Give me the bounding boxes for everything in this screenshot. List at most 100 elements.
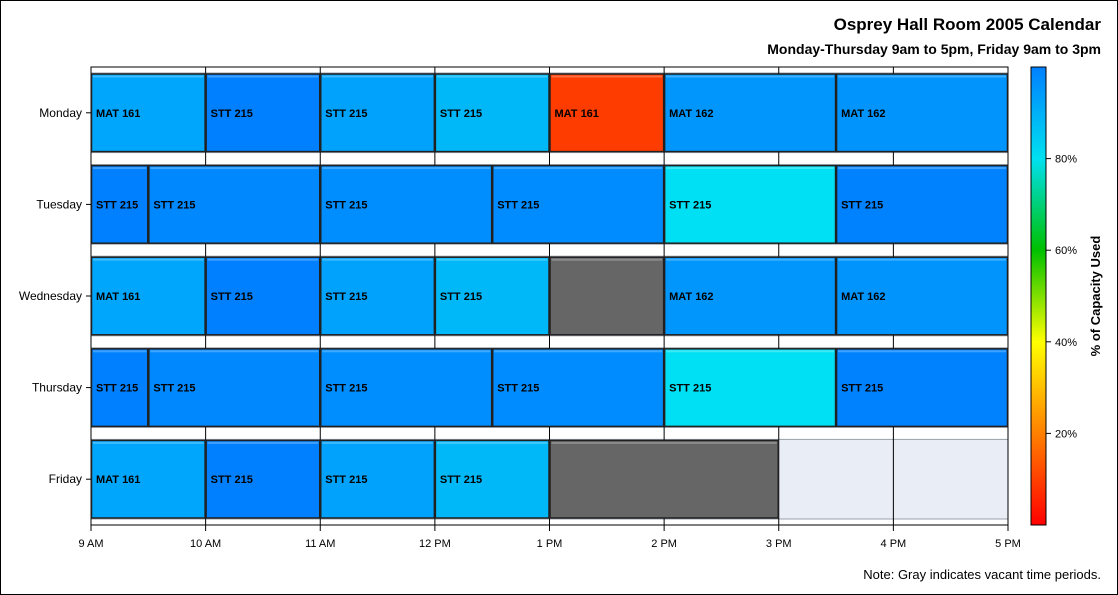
block-highlight xyxy=(322,441,433,444)
block-course-label: STT 215 xyxy=(841,199,883,211)
block-course-label: STT 215 xyxy=(497,199,539,211)
chart-subtitle: Monday-Thursday 9am to 5pm, Friday 9am t… xyxy=(767,41,1101,57)
block-highlight xyxy=(436,75,548,78)
block-course-label: STT 215 xyxy=(440,291,482,303)
block-course-label: MAT 161 xyxy=(96,474,140,486)
block-highlight xyxy=(150,350,319,353)
block-course-label: STT 215 xyxy=(669,383,711,395)
block-highlight xyxy=(93,350,147,353)
block-course-label: STT 215 xyxy=(440,108,482,120)
schedule-block xyxy=(90,73,206,153)
block-highlight xyxy=(666,167,835,170)
block-highlight xyxy=(322,75,433,78)
block-highlight xyxy=(207,441,319,444)
block-highlight xyxy=(666,350,835,353)
schedule-block xyxy=(90,439,206,519)
block-highlight xyxy=(436,258,548,261)
block-course-label: MAT 162 xyxy=(841,291,885,303)
x-tick-label: 3 PM xyxy=(766,538,792,550)
chart-footnote: Note: Gray indicates vacant time periods… xyxy=(863,567,1101,582)
block-highlight xyxy=(207,258,319,261)
day-label-friday: Friday xyxy=(49,472,82,486)
x-tick-label: 9 AM xyxy=(78,538,103,550)
x-tick-label: 2 PM xyxy=(651,538,677,550)
x-tick-label: 1 PM xyxy=(537,538,563,550)
schedule-block xyxy=(835,348,1009,428)
x-tick-label: 4 PM xyxy=(881,538,907,550)
block-course-label: MAT 162 xyxy=(669,291,713,303)
colorbar-tick-label: 80% xyxy=(1055,154,1077,166)
block-highlight xyxy=(322,258,433,261)
schedule-block xyxy=(320,348,493,428)
schedule-block xyxy=(549,439,779,519)
block-course-label: STT 215 xyxy=(325,108,367,120)
block-highlight xyxy=(838,350,1006,353)
schedule-block xyxy=(663,348,837,428)
block-course-label: STT 215 xyxy=(497,383,539,395)
block-course-label: STT 215 xyxy=(669,199,711,211)
day-label-wednesday: Wednesday xyxy=(19,289,82,303)
block-course-label: MAT 162 xyxy=(841,108,885,120)
block-highlight xyxy=(207,75,319,78)
block-course-label: MAT 161 xyxy=(555,108,599,120)
block-highlight xyxy=(838,75,1006,78)
day-label-thursday: Thursday xyxy=(32,381,82,395)
schedule-block xyxy=(663,164,837,244)
day-label-monday: Monday xyxy=(39,106,82,120)
block-highlight xyxy=(436,441,548,444)
schedule-block xyxy=(205,439,321,519)
schedule-block xyxy=(320,439,436,519)
schedule-block xyxy=(320,73,436,153)
block-course-label: STT 215 xyxy=(841,383,883,395)
schedule-block xyxy=(663,256,837,336)
schedule-block xyxy=(90,348,149,428)
block-course-label: STT 215 xyxy=(325,199,367,211)
x-tick-label: 12 PM xyxy=(419,538,451,550)
schedule-block xyxy=(835,73,1009,153)
schedule-block xyxy=(434,73,550,153)
schedule-block xyxy=(549,73,665,153)
block-course-label: MAT 161 xyxy=(96,291,140,303)
schedule-block xyxy=(90,164,149,244)
block-course-label: STT 215 xyxy=(325,291,367,303)
block-highlight xyxy=(150,167,319,170)
chart-title: Osprey Hall Room 2005 Calendar xyxy=(833,15,1101,34)
schedule-block xyxy=(835,256,1009,336)
day-label-tuesday: Tuesday xyxy=(36,197,82,211)
schedule-block xyxy=(491,348,665,428)
block-highlight xyxy=(93,258,204,261)
block-highlight xyxy=(322,167,491,170)
block-course-label: STT 215 xyxy=(153,383,195,395)
block-course-label: STT 215 xyxy=(325,474,367,486)
block-course-label: MAT 161 xyxy=(96,108,140,120)
block-highlight xyxy=(494,350,663,353)
block-course-label: STT 215 xyxy=(96,383,138,395)
block-course-label: STT 215 xyxy=(325,383,367,395)
colorbar xyxy=(1030,66,1047,526)
block-course-label: STT 215 xyxy=(440,474,482,486)
schedule-block xyxy=(90,256,206,336)
schedule-block xyxy=(148,348,321,428)
block-highlight xyxy=(322,350,491,353)
schedule-block xyxy=(491,164,665,244)
block-highlight xyxy=(551,258,663,261)
block-highlight xyxy=(838,258,1006,261)
schedule-block xyxy=(205,73,321,153)
block-course-label: STT 215 xyxy=(153,199,195,211)
schedule-block xyxy=(320,164,493,244)
block-course-label: STT 215 xyxy=(96,199,138,211)
block-course-label: MAT 162 xyxy=(669,108,713,120)
block-highlight xyxy=(551,75,663,78)
x-tick-label: 5 PM xyxy=(995,538,1021,550)
block-highlight xyxy=(666,75,835,78)
block-highlight xyxy=(93,167,147,170)
block-course-label: STT 215 xyxy=(211,108,253,120)
schedule-block xyxy=(835,164,1009,244)
block-highlight xyxy=(838,167,1006,170)
block-course-label: STT 215 xyxy=(211,474,253,486)
schedule-block xyxy=(320,256,436,336)
schedule-block xyxy=(148,164,321,244)
colorbar-tick-label: 20% xyxy=(1055,428,1077,440)
